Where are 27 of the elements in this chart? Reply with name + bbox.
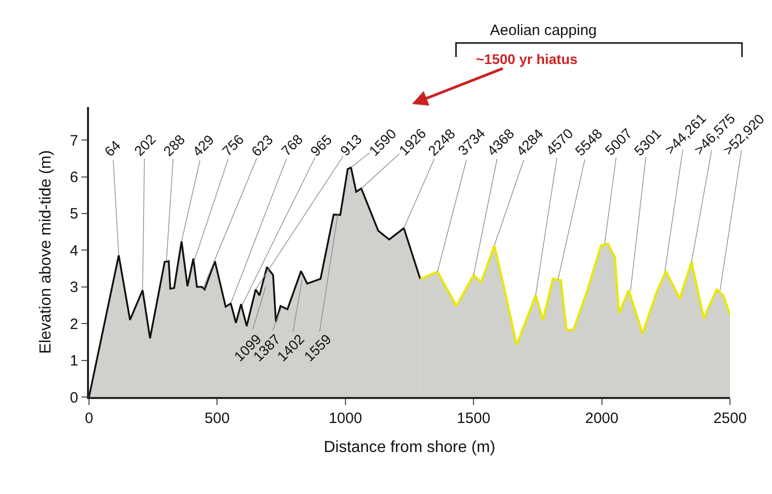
x-tick-label: 1000	[328, 410, 362, 427]
annotation: 756	[218, 131, 247, 160]
x-tick-label: 500	[204, 410, 230, 427]
x-tick-label: 2000	[585, 410, 618, 427]
annotation: 768	[278, 130, 306, 159]
x-tick-label: 2500	[713, 410, 747, 427]
y-tick-label: 4	[70, 242, 78, 260]
annotation: 965	[307, 131, 336, 160]
annotation: 202	[130, 130, 159, 159]
annotation: 623	[248, 131, 276, 160]
y-tick-label: 2	[70, 316, 78, 333]
annotation: 288	[160, 131, 188, 160]
x-tick-label: 1500	[456, 410, 490, 427]
annotation: 429	[189, 131, 218, 160]
x-axis-title: Distance from shore (m)	[324, 438, 496, 456]
y-axis-title: Elevation above mid-tide (m)	[37, 150, 54, 354]
text: Aeolian capping	[490, 22, 597, 39]
y-tick-label: 5	[70, 206, 78, 223]
y-tick-label: 6	[70, 169, 78, 186]
y-tick-label: 0	[70, 389, 78, 406]
x-tick-label: 0	[84, 410, 94, 427]
text: ~1500 yr hiatus	[476, 51, 578, 67]
y-tick-label: 3	[70, 279, 78, 296]
y-tick-label: 1	[70, 352, 78, 370]
y-tick-label: 7	[70, 132, 78, 150]
annotation: 64	[101, 137, 124, 160]
annotation: 913	[336, 130, 365, 159]
